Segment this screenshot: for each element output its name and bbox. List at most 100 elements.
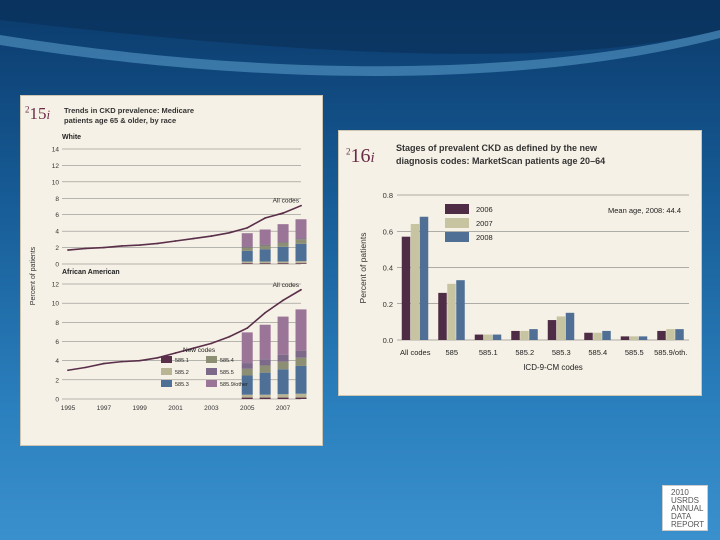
bar [593,332,602,340]
y-tick-label: 6 [55,212,59,219]
header-swoosh [0,0,720,77]
line-point [192,347,195,350]
line-point [156,356,159,359]
line-point [246,226,249,229]
bar [410,224,420,340]
y-tick-label: 0 [55,262,59,269]
bar [447,283,456,340]
all-codes-line [67,289,302,372]
x-tick-label: 585 [445,348,458,357]
stacked-bar-segment [241,394,253,398]
figure-16-chart: 0.0 0.2 0.4 0.6 0.8 Percent of patients All co… [358,191,689,372]
stacked-bar-segment [259,261,271,264]
stacked-bar-segment [277,246,289,262]
stacked-bar-segment [295,393,307,398]
bar [438,292,447,340]
stacked-bar-segment [295,350,307,358]
stacked-bar-segment [295,219,307,239]
bar [666,329,675,340]
line-point [264,311,267,314]
line-point [228,231,231,234]
line-point [67,249,69,251]
stacked-bar-segment [277,263,289,264]
stacked-bar-segment [277,354,289,362]
stacked-bar-segment [241,263,253,264]
line-point [210,342,213,345]
stacked-bar-segment [241,261,253,264]
legend-swatch [206,368,217,375]
legend-label: 585.3 [175,382,189,388]
line-point [120,245,123,247]
stacked-bar-segment [295,397,307,399]
line-point [120,360,123,363]
stacked-bar-segment [295,238,307,240]
bar [419,216,429,340]
stacked-bar-segment [241,246,253,248]
line-point [228,335,231,338]
stacked-bar-segment [259,245,271,250]
stacked-bar-segment [241,397,253,399]
legend-swatch [445,204,469,214]
stacked-bar-segment [259,359,271,366]
stacked-bar-segment [241,250,253,262]
usrds-logo: 2010 USRDS ANNUAL DATA REPORT [662,485,708,531]
stacked-bar-segment [259,394,271,398]
x-tick-label: 1995 [61,405,76,412]
y-tick-label: 0 [55,397,59,404]
mean-age-note: Mean age, 2008: 44.4 [608,206,681,215]
x-tick-label: 2007 [276,405,291,412]
x-axis-label: ICD-9-CM codes [523,363,583,372]
stacked-bar-segment [259,263,271,264]
legend-swatch [445,218,469,228]
y-tick-label: 8 [55,196,59,203]
figure-15-number: 215i [25,104,51,123]
y-tick-label: 0.6 [383,227,393,236]
bar [492,334,502,340]
legend-swatch [206,380,217,387]
line-point [264,217,267,219]
legend-swatch [445,232,469,242]
x-tick-label: 585.9/oth. [654,348,687,357]
panel-label: White [62,134,81,141]
legend-label: 585.2 [175,370,189,376]
legend-title: New codes [183,347,216,354]
stacked-bar-segment [259,229,271,245]
stacked-bar-segment [295,357,307,366]
stacked-bar-segment [277,397,289,399]
y-tick-label: 10 [52,301,60,308]
legend-swatch [161,356,172,363]
bar [474,334,484,340]
bar [620,336,630,340]
stacked-bar-segment [259,365,271,373]
x-tick-label: 1997 [97,405,112,412]
stacked-bar-segment [277,394,289,398]
bar [602,330,611,340]
bar [657,330,666,340]
bar [675,329,684,340]
stacked-bar-segment [295,261,307,264]
figure-16-title: Stages of prevalent CKD as defined by th… [396,143,606,166]
stacked-bar-segment [241,247,253,251]
y-tick-label: 4 [55,229,59,236]
line-point [156,242,159,245]
y-tick-label: 12 [52,282,60,289]
line-point [246,327,249,329]
line-point [102,246,105,249]
stacked-bar-segment [277,369,289,395]
line-point [174,352,177,354]
x-tick-label: 585.5 [625,348,644,357]
bar [456,280,465,340]
stacked-bar-segment [259,397,271,399]
bar [629,336,639,340]
stacked-bar-segment [295,263,307,264]
x-tick-label: 2003 [204,405,219,412]
figure-15-title: Trends in CKD prevalence: Medicare patie… [64,106,195,125]
line-point [138,244,141,247]
bar [584,332,593,340]
y-tick-label: 2 [55,245,59,252]
figure-15-panel: 215i Trends in CKD prevalence: Medicare … [20,95,323,446]
stacked-bar-segment [277,241,289,243]
x-tick-label: 585.4 [588,348,607,357]
legend-label: 585.4 [220,358,234,364]
